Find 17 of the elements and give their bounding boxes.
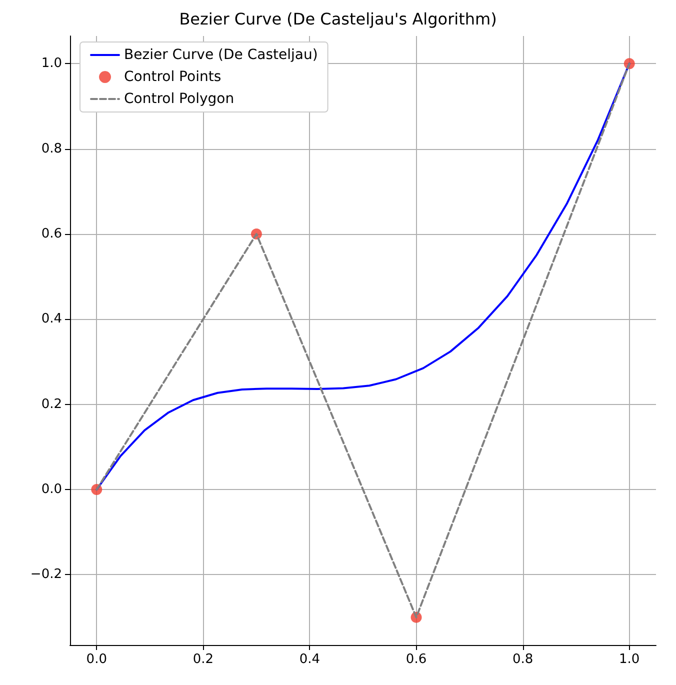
x-tick-label: 0.6 <box>406 652 427 667</box>
x-tick-label: 0.4 <box>299 652 320 667</box>
x-tick-label: 0.8 <box>512 652 534 667</box>
y-tick-label: 1.0 <box>41 56 62 72</box>
y-tick-label: 0.2 <box>41 396 62 412</box>
chart-title: Bezier Curve (De Casteljau's Algorithm) <box>179 10 497 28</box>
legend-label: Control Polygon <box>124 91 234 107</box>
y-tick-label: −0.2 <box>30 567 62 582</box>
x-tick-label: 0.0 <box>86 652 107 667</box>
y-tick-label: 0.8 <box>41 141 62 156</box>
y-tick-label: 0.6 <box>41 226 62 242</box>
y-tick-label: 0.0 <box>41 482 62 498</box>
y-tick-label: 0.4 <box>41 312 62 327</box>
x-tick-label: 0.2 <box>192 652 214 667</box>
x-tick-label: 1.0 <box>619 652 640 667</box>
legend-label: Bezier Curve (De Casteljau) <box>124 47 318 63</box>
legend-label: Control Points <box>124 69 222 85</box>
